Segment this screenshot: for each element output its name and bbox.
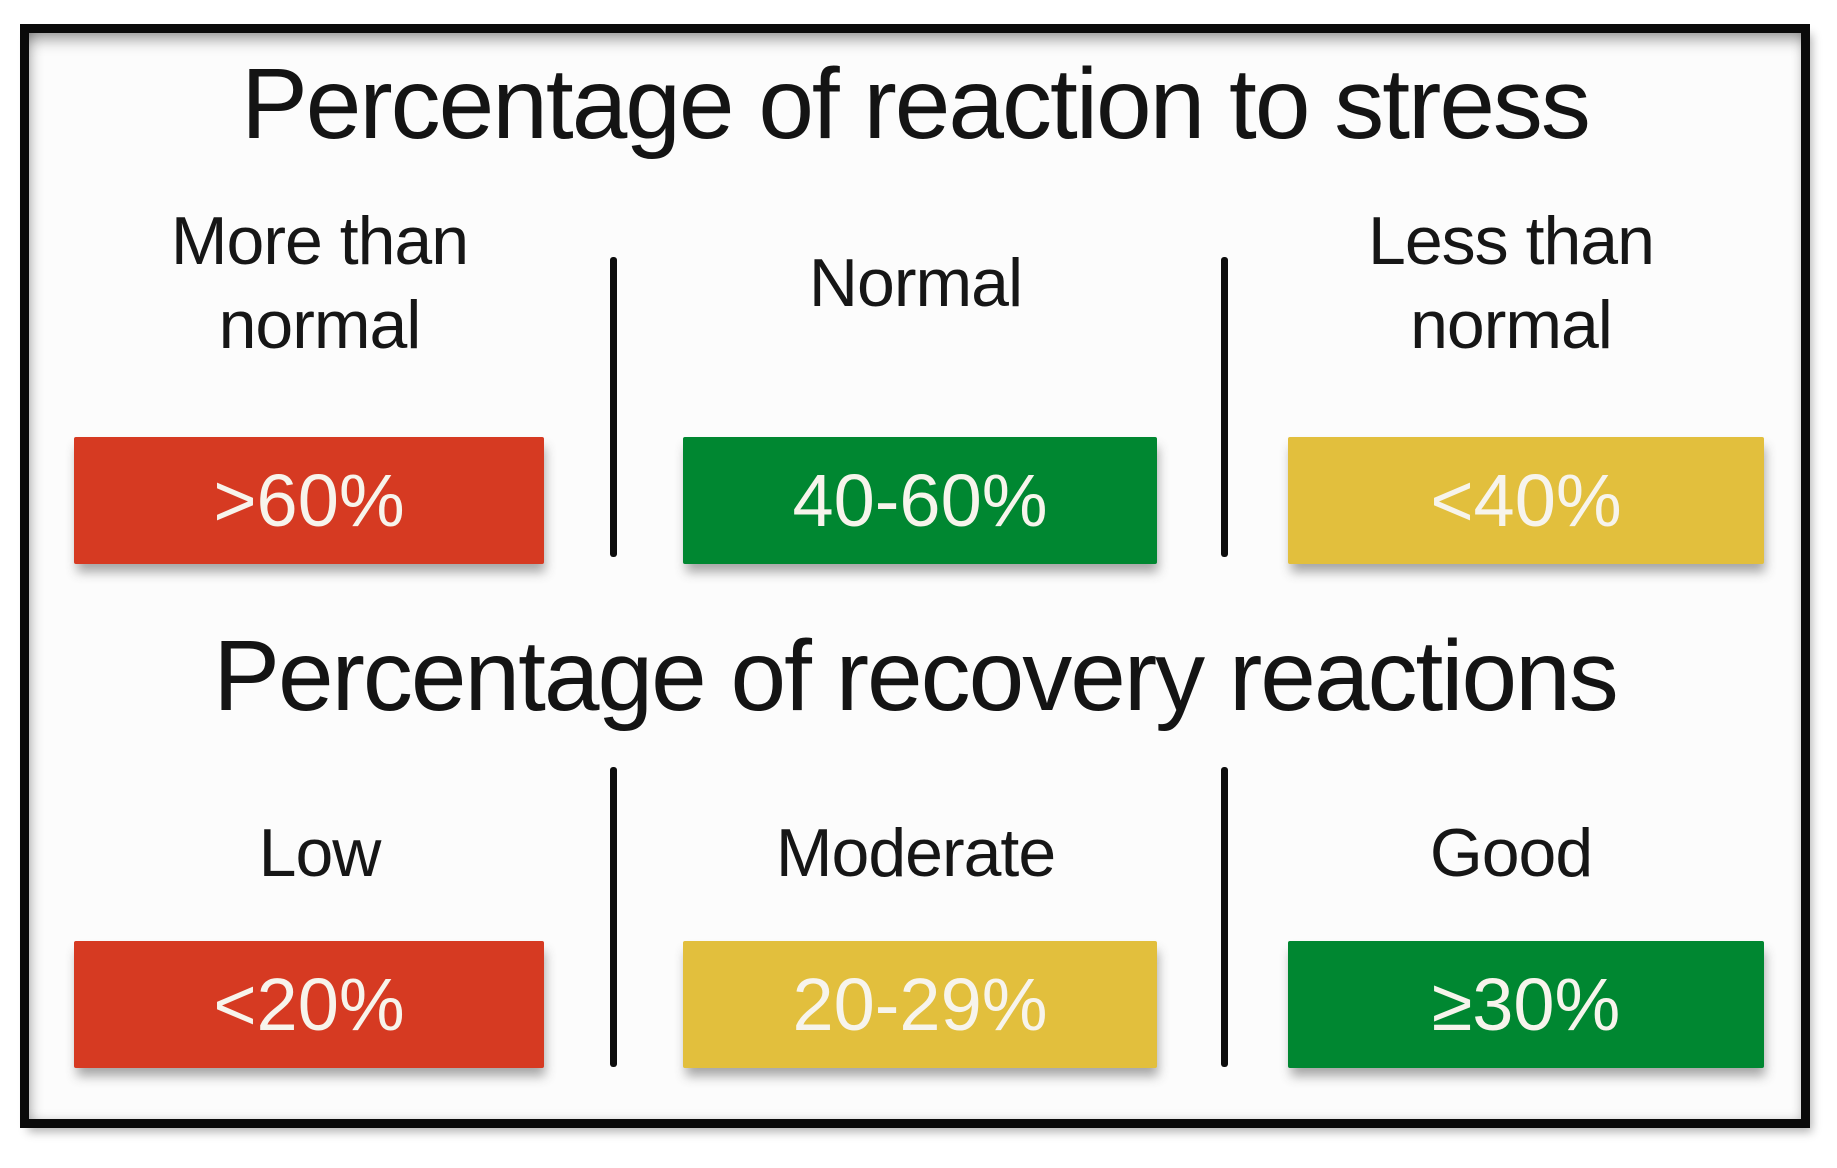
stress-range-value-less-than-normal: <40% bbox=[1430, 459, 1622, 542]
stress-label-normal: Normal bbox=[808, 244, 1023, 321]
diagram-frame: Percentage of reaction to stress More th… bbox=[20, 24, 1810, 1128]
stress-label-less-than-normal: Less than normal bbox=[1368, 202, 1655, 363]
stress-divider-right bbox=[1221, 257, 1228, 557]
stress-section-title: Percentage of reaction to stress bbox=[241, 48, 1591, 160]
recovery-range-value-low: <20% bbox=[213, 963, 405, 1046]
stress-divider-left bbox=[610, 257, 617, 557]
recovery-section-title: Percentage of recovery reactions bbox=[213, 620, 1618, 732]
stress-label-more-than-normal: More than normal bbox=[170, 202, 469, 363]
recovery-divider-left bbox=[610, 767, 617, 1067]
recovery-range-box-green: ≥30% bbox=[1288, 941, 1764, 1068]
recovery-range-box-yellow: 20-29% bbox=[683, 941, 1157, 1068]
stress-range-box-green: 40-60% bbox=[683, 437, 1157, 564]
stress-range-value-normal: 40-60% bbox=[792, 459, 1048, 542]
recovery-label-low: Low bbox=[258, 814, 382, 891]
recovery-label-good: Good bbox=[1429, 814, 1593, 891]
recovery-range-box-red: <20% bbox=[74, 941, 544, 1068]
stress-range-box-yellow: <40% bbox=[1288, 437, 1764, 564]
recovery-range-value-good: ≥30% bbox=[1431, 963, 1621, 1046]
recovery-range-value-moderate: 20-29% bbox=[792, 963, 1048, 1046]
recovery-label-moderate: Moderate bbox=[775, 814, 1056, 891]
stress-range-box-red: >60% bbox=[74, 437, 544, 564]
recovery-divider-right bbox=[1221, 767, 1228, 1067]
stress-range-value-more-than-normal: >60% bbox=[213, 459, 405, 542]
